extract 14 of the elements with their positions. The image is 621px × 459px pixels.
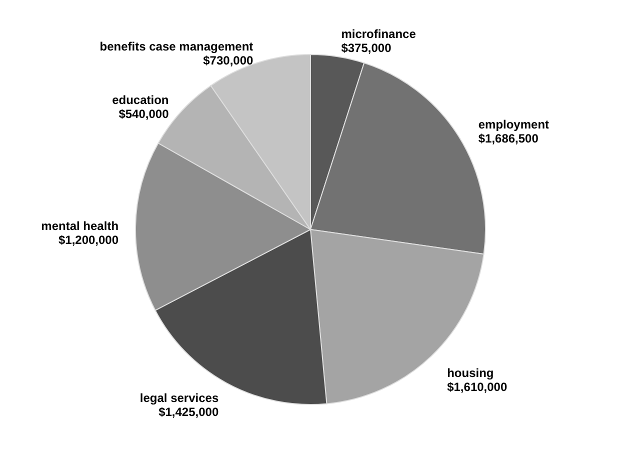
slice-label: microfinance xyxy=(341,26,416,41)
data-label: $1,686,500 xyxy=(478,131,539,146)
data-label: $1,425,000 xyxy=(158,405,219,420)
data-label: $1,200,000 xyxy=(58,233,119,248)
data-label: $375,000 xyxy=(341,40,392,55)
data-label: $730,000 xyxy=(203,53,254,68)
slice-label: legal services xyxy=(140,391,219,406)
slice-label: employment xyxy=(478,117,550,132)
data-label: $540,000 xyxy=(118,106,170,121)
slice-label: benefits case management xyxy=(100,39,254,54)
data-label: $1,610,000 xyxy=(447,380,508,394)
slice-label: education xyxy=(112,92,169,107)
slice-label: mental health xyxy=(41,219,119,234)
slice-label: housing xyxy=(447,366,494,380)
